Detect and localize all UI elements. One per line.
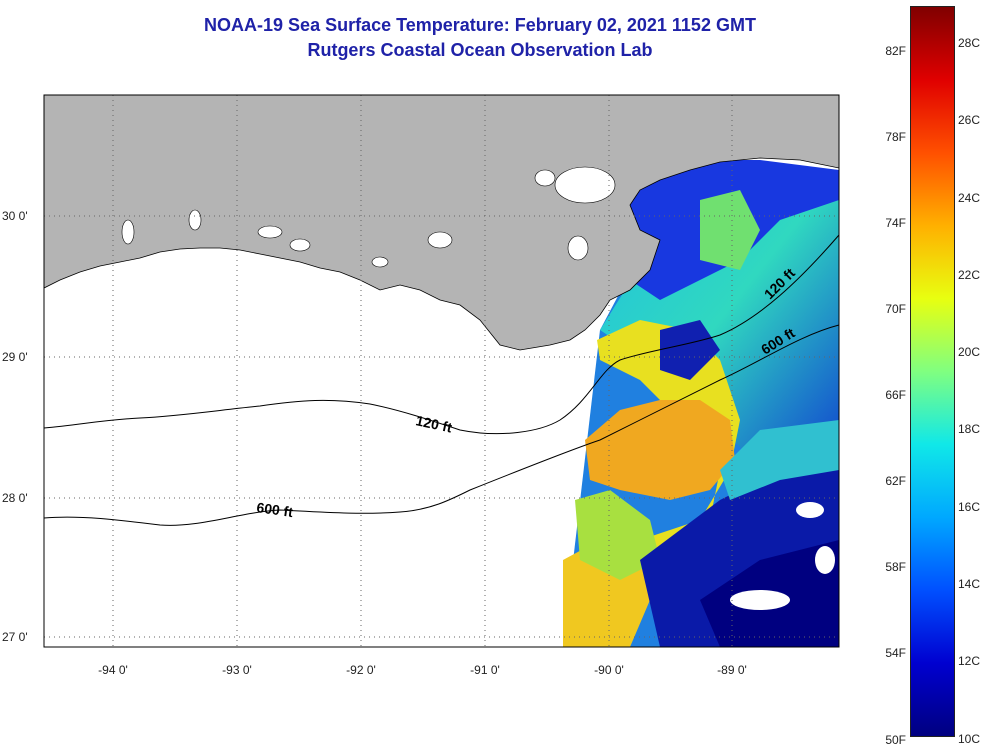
colorbar-c-24: 24C: [958, 191, 981, 205]
colorbar-c-12: 12C: [958, 654, 981, 668]
land-mass: [44, 95, 839, 351]
lon-label-91: -91 0': [470, 663, 500, 677]
colorbar-f-66: 66F: [885, 388, 906, 402]
map-subtitle: Rutgers Coastal Ocean Observation Lab: [307, 40, 653, 60]
lakes: [121, 166, 616, 268]
colorbar-f-74: 74F: [885, 216, 906, 230]
lat-label-29: 29 0': [2, 350, 28, 364]
colorbar-c-16: 16C: [958, 500, 981, 514]
sst-swath: [563, 160, 839, 647]
lat-label-27: 27 0': [2, 630, 28, 644]
bathymetry-contours: [43, 234, 840, 526]
colorbar-f-82: 82F: [885, 44, 906, 58]
map-title: NOAA-19 Sea Surface Temperature: Februar…: [204, 15, 756, 35]
lon-label-92: -92 0': [346, 663, 376, 677]
contour-label-120ft-west: 120 ft: [414, 412, 453, 435]
colorbar-f-50: 50F: [885, 733, 906, 747]
colorbar-f-78: 78F: [885, 130, 906, 144]
colorbar-c-18: 18C: [958, 422, 981, 436]
lat-label-28: 28 0': [2, 491, 28, 505]
colorbar-c-26: 26C: [958, 113, 981, 127]
plot-frame: [43, 94, 840, 648]
colorbar-f-70: 70F: [885, 302, 906, 316]
lon-label-90: -90 0': [594, 663, 624, 677]
contour-label-600ft-west: 600 ft: [256, 499, 295, 520]
colorbar-c-10: 10C: [958, 732, 981, 746]
colorbar-f-58: 58F: [885, 560, 906, 574]
colorbar-c-22: 22C: [958, 268, 981, 282]
colorbar-c-20: 20C: [958, 345, 981, 359]
temperature-colorbar: [910, 6, 955, 737]
lon-label-94: -94 0': [98, 663, 128, 677]
colorbar-c-28: 28C: [958, 36, 981, 50]
lon-label-89: -89 0': [717, 663, 747, 677]
colorbar-c-14: 14C: [958, 577, 981, 591]
colorbar-f-54: 54F: [885, 646, 906, 660]
colorbar-f-62: 62F: [885, 474, 906, 488]
lat-label-30: 30 0': [2, 209, 28, 223]
graticule: [44, 95, 839, 647]
lon-label-93: -93 0': [222, 663, 252, 677]
